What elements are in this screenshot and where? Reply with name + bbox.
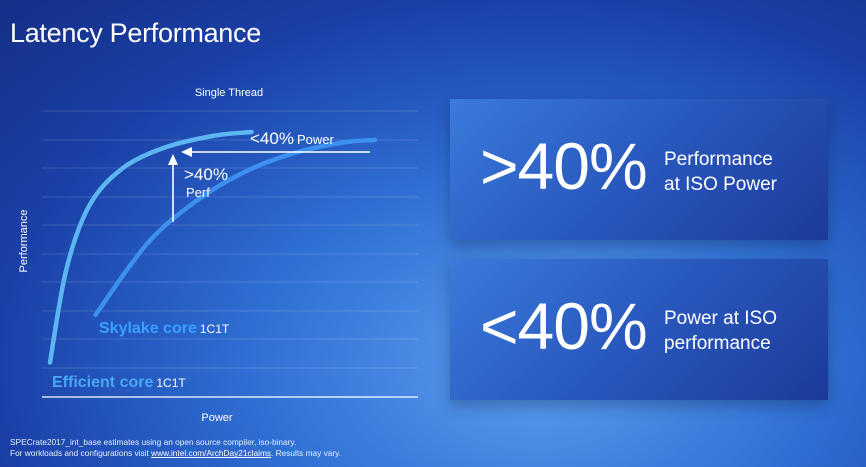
chart-title: Single Thread <box>195 87 263 99</box>
power-annotation-unit: Power <box>297 132 335 147</box>
performance-panel-line2: at ISO Power <box>664 174 777 196</box>
power-panel-line1: Power at ISO <box>664 308 777 329</box>
power-annotation: <40% Power <box>250 129 334 148</box>
performance-panel-value: >40% <box>480 129 648 203</box>
power-annotation-value: <40% <box>250 129 294 148</box>
power-arrow-head <box>181 147 192 157</box>
skylake-core-name: Skylake core <box>99 320 197 337</box>
perf-arrow-head <box>168 154 178 165</box>
skylake-core-label: Skylake core 1C1T <box>99 320 230 337</box>
efficient-core-label: Efficient core 1C1T <box>52 374 186 391</box>
footnote-suffix: . Results may vary. <box>271 448 341 459</box>
claims-link[interactable]: www.intel.com/ArchDay21claims <box>151 448 272 459</box>
efficient-core-curve <box>47 129 254 365</box>
x-axis-label: Power <box>201 412 233 424</box>
slide-title: Latency Performance <box>10 18 261 48</box>
series-layer <box>47 129 378 365</box>
footnote-line1: SPECrate2017_int_base estimates using an… <box>10 437 297 447</box>
perf-annotation-value: >40% <box>184 165 228 184</box>
performance-panel: >40% Performance at ISO Power <box>450 99 828 240</box>
chart-grid <box>42 110 418 369</box>
power-panel: <40% Power at ISO performance <box>450 259 828 400</box>
power-panel-description: Power at ISO performance <box>664 306 777 357</box>
perf-annotation-unit: Perf <box>186 185 210 200</box>
efficient-core-suffix: 1C1T <box>156 376 186 390</box>
skylake-core-suffix: 1C1T <box>200 322 230 336</box>
skylake-core-curve <box>93 137 378 318</box>
power-panel-line2: performance <box>664 333 771 355</box>
annotation-layer: <40% Power >40% Perf <box>168 129 370 222</box>
footnote-line2: For workloads and configurations visit w… <box>10 448 341 459</box>
footnote-prefix: For workloads and configurations visit <box>10 448 152 459</box>
efficient-core-name: Efficient core <box>52 374 153 391</box>
y-axis-label: Performance <box>18 210 30 273</box>
performance-panel-line1: Performance <box>664 149 773 170</box>
footnote: SPECrate2017_int_base estimates using an… <box>10 437 341 460</box>
power-panel-value: <40% <box>480 289 648 363</box>
performance-panel-description: Performance at ISO Power <box>664 147 777 198</box>
